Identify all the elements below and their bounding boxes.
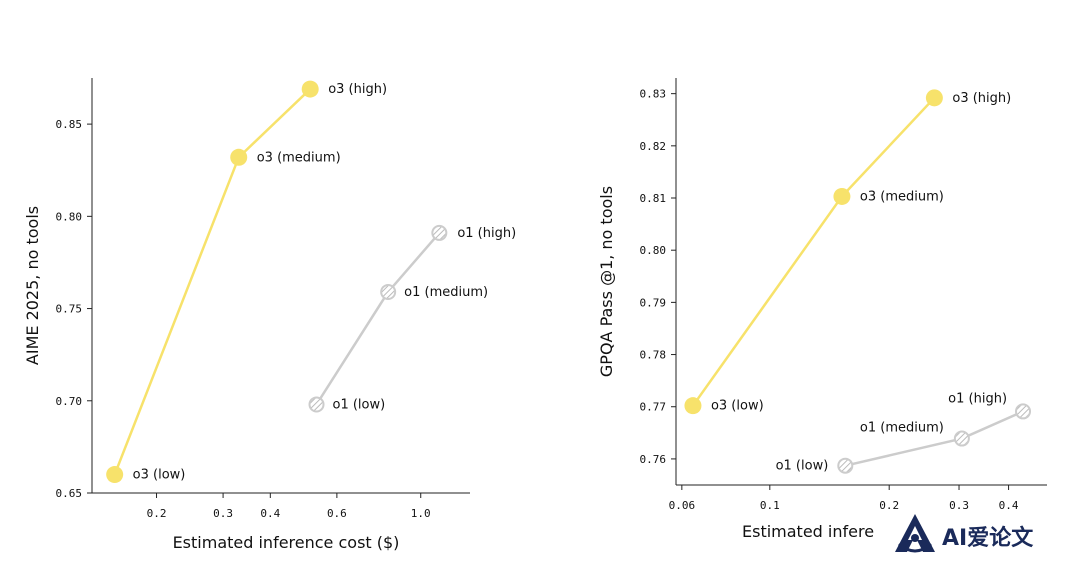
watermark: AI爱论文 bbox=[895, 514, 1034, 553]
aime-y-tick-label: 0.85 bbox=[56, 118, 83, 131]
aime-o1-series-line bbox=[315, 232, 441, 406]
aime-o1-point-label: o1 (low) bbox=[333, 397, 386, 412]
gpqa-chart: 0.76 0.77 0.78 0.79 0.80 0.81 0.82 0.83 0.06 0.1 0… bbox=[597, 78, 1047, 541]
aime-o3-point bbox=[230, 148, 248, 166]
gpqa-y-tick-label: 0.78 bbox=[640, 349, 667, 362]
gpqa-o3-point-label: o3 (medium) bbox=[860, 189, 944, 204]
gpqa-o1-point-label: o1 (medium) bbox=[860, 421, 944, 436]
gpqa-x-axis-title: Estimated infere bbox=[742, 522, 874, 541]
aime-o3-point-label: o3 (high) bbox=[328, 82, 387, 97]
gpqa-o1-point bbox=[1015, 403, 1032, 420]
aime-o1-point-label: o1 (high) bbox=[457, 226, 516, 241]
gpqa-o3-point bbox=[833, 187, 851, 205]
aime-x-tick-label: 0.2 bbox=[147, 507, 167, 520]
gpqa-x-tick-label: 0.1 bbox=[760, 499, 780, 512]
aime-y-tick-label: 0.75 bbox=[56, 303, 83, 316]
gpqa-y-tick-label: 0.79 bbox=[640, 296, 667, 309]
gpqa-o1-point-label: o1 (low) bbox=[776, 459, 829, 474]
aime-chart: 0.65 0.70 0.75 0.80 0.85 0.2 0.3 0.4 0.6 1.0 Estim… bbox=[23, 78, 516, 552]
aime-o1-point bbox=[431, 224, 448, 241]
aime-o3-point-label: o3 (medium) bbox=[257, 150, 341, 165]
aime-o1-point bbox=[308, 396, 325, 413]
gpqa-x-tick-label: 0.06 bbox=[669, 499, 696, 512]
aime-y-tick-label: 0.70 bbox=[56, 395, 83, 408]
ai-paper-logo-icon bbox=[895, 514, 935, 553]
aime-o3-series-line bbox=[113, 88, 312, 476]
aime-y-tick-label: 0.80 bbox=[56, 210, 83, 223]
gpqa-y-tick-label: 0.76 bbox=[640, 453, 667, 466]
gpqa-x-tick-label: 0.3 bbox=[949, 499, 969, 512]
gpqa-o3-point-label: o3 (low) bbox=[711, 399, 764, 414]
gpqa-y-tick-label: 0.81 bbox=[640, 192, 667, 205]
gpqa-x-tick-label: 0.4 bbox=[999, 499, 1019, 512]
gpqa-o1-point bbox=[953, 430, 970, 447]
gpqa-o3-series-line bbox=[691, 96, 936, 407]
aime-x-tick-label: 1.0 bbox=[411, 507, 431, 520]
gpqa-y-axis-title: GPQA Pass @1, no tools bbox=[597, 186, 616, 377]
gpqa-o3-point bbox=[925, 89, 943, 107]
gpqa-o3-point-label: o3 (high) bbox=[952, 91, 1011, 106]
aime-o3-point bbox=[106, 466, 124, 484]
aime-o1-point-label: o1 (medium) bbox=[404, 285, 488, 300]
aime-o3-point-label: o3 (low) bbox=[133, 468, 186, 483]
gpqa-y-tick-label: 0.83 bbox=[640, 88, 667, 101]
gpqa-y-tick-label: 0.80 bbox=[640, 244, 667, 257]
aime-x-axis-title: Estimated inference cost ($) bbox=[173, 533, 400, 552]
watermark-text: AI爱论文 bbox=[942, 525, 1034, 551]
gpqa-y-tick-label: 0.77 bbox=[640, 401, 667, 414]
aime-o1-point bbox=[380, 283, 397, 300]
aime-x-tick-label: 0.3 bbox=[213, 507, 233, 520]
gpqa-x-tick-label: 0.2 bbox=[879, 499, 899, 512]
aime-o3-point bbox=[301, 80, 319, 98]
gpqa-o1-point-label: o1 (high) bbox=[948, 391, 1007, 406]
aime-y-axis-title: AIME 2025, no tools bbox=[23, 206, 42, 365]
gpqa-o1-point bbox=[837, 457, 854, 474]
gpqa-y-tick-label: 0.82 bbox=[640, 140, 667, 153]
aime-x-tick-label: 0.6 bbox=[327, 507, 347, 520]
aime-x-tick-label: 0.4 bbox=[260, 507, 280, 520]
aime-y-tick-label: 0.65 bbox=[56, 487, 83, 500]
gpqa-o3-point bbox=[684, 397, 702, 415]
